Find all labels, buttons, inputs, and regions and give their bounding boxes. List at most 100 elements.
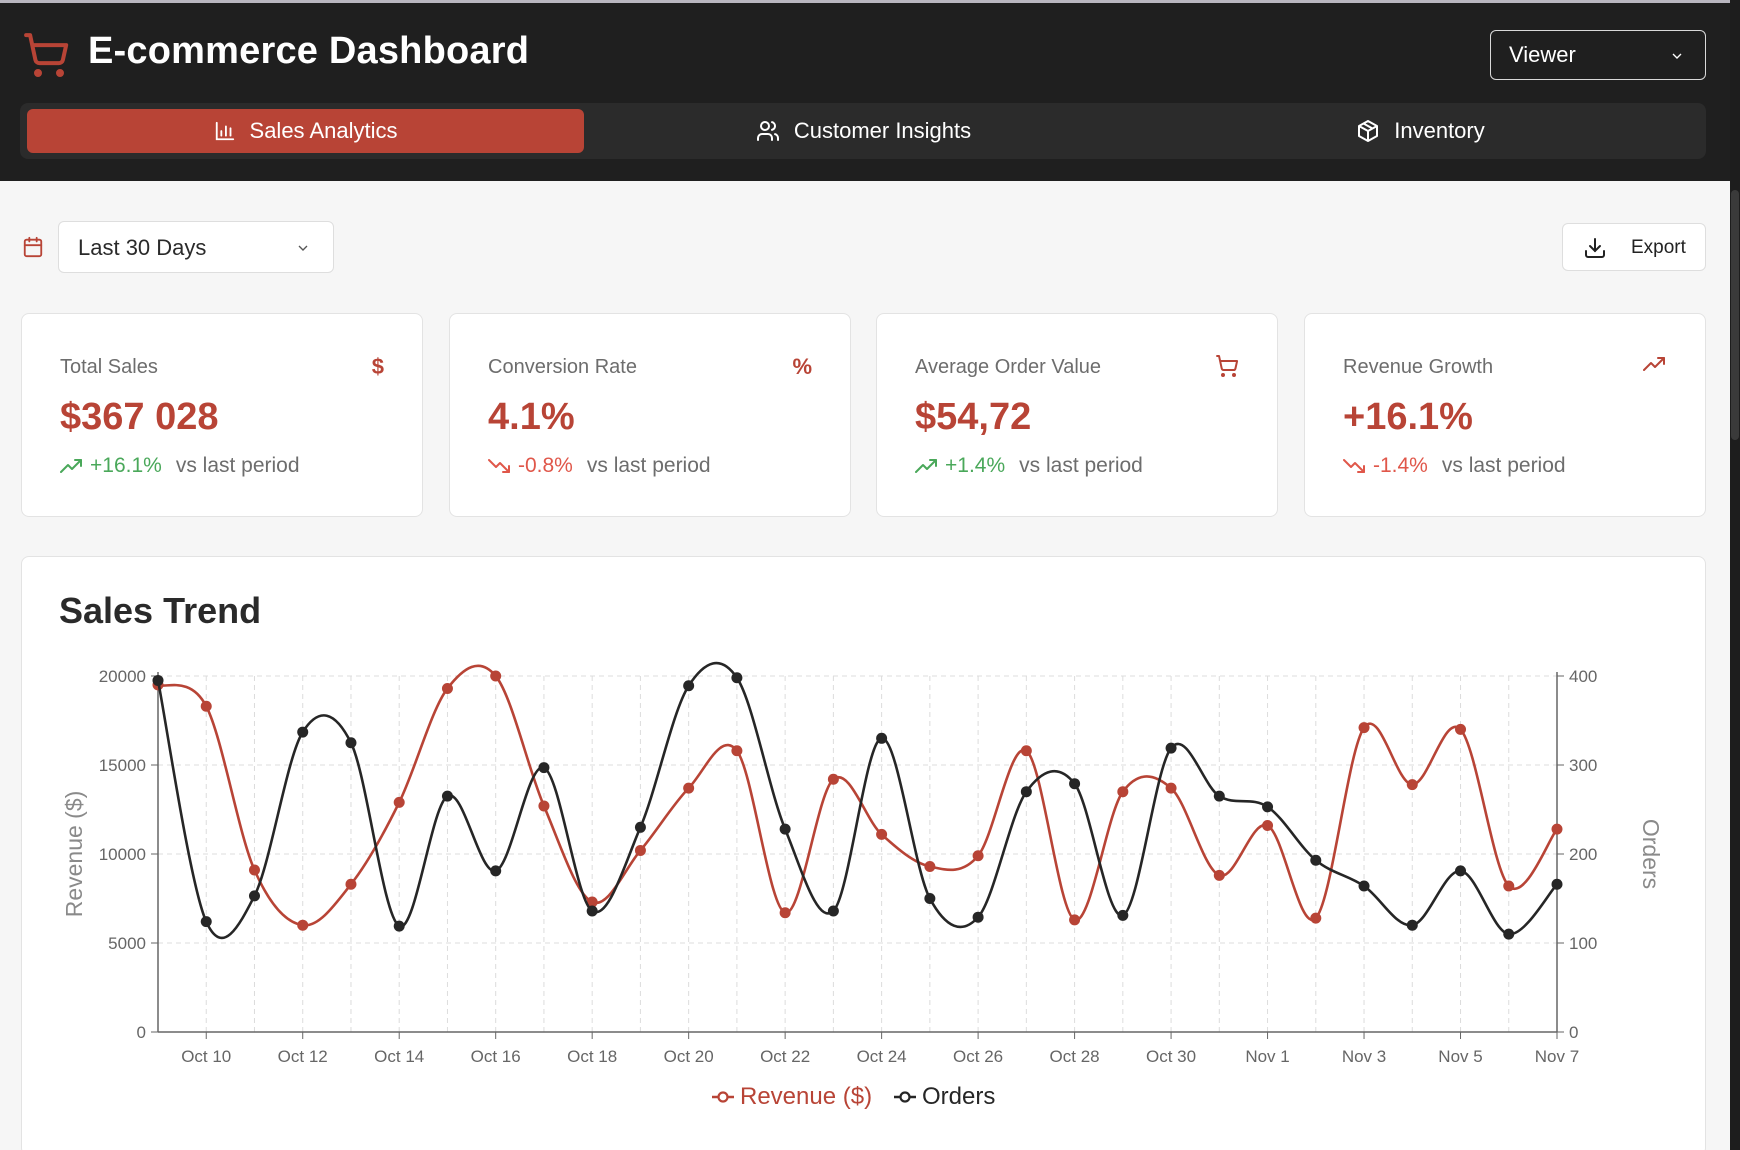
scrollbar-thumb[interactable] <box>1731 190 1739 440</box>
role-select[interactable]: Viewer <box>1490 30 1706 80</box>
kpi-delta: -0.8% vs last period <box>488 454 711 478</box>
y-tick-label-left: 0 <box>137 1023 146 1042</box>
data-point-orders <box>1069 778 1081 790</box>
users-icon <box>756 121 779 141</box>
data-point-revenue <box>538 800 550 812</box>
y-tick-label-right: 400 <box>1569 667 1597 686</box>
y-tick-label-right: 200 <box>1569 845 1597 864</box>
x-tick-label: Oct 26 <box>953 1047 1003 1066</box>
data-point-revenue <box>924 860 936 872</box>
tab-customer-insights[interactable]: Customer Insights <box>585 109 1142 153</box>
date-range-select[interactable]: Last 30 Days <box>58 221 334 273</box>
kpi-value: $54,72 <box>915 396 1032 438</box>
data-point-revenue <box>634 844 646 856</box>
data-point-orders <box>1455 865 1467 877</box>
data-point-orders <box>538 762 550 774</box>
x-tick-label: Oct 18 <box>567 1047 617 1066</box>
trending-up-icon <box>60 459 82 473</box>
data-point-orders <box>1551 878 1563 890</box>
data-point-revenue <box>1213 869 1225 881</box>
data-point-orders <box>876 732 888 744</box>
chart-title: Sales Trend <box>59 590 262 631</box>
package-icon <box>1358 120 1379 142</box>
data-point-orders <box>1117 909 1129 921</box>
data-point-orders <box>586 905 598 917</box>
kpi-value: 4.1% <box>488 396 575 438</box>
data-point-orders <box>1503 928 1515 940</box>
data-point-revenue <box>1165 782 1177 794</box>
export-button[interactable]: Export <box>1562 223 1706 271</box>
x-tick-label: Oct 14 <box>374 1047 424 1066</box>
y-axis-title-left: Revenue ($) <box>61 791 87 918</box>
y-tick-label-right: 0 <box>1569 1023 1578 1042</box>
role-select-value: Viewer <box>1509 42 1576 67</box>
data-point-revenue <box>1551 823 1563 835</box>
data-point-revenue <box>200 700 212 712</box>
data-point-revenue <box>1455 723 1467 735</box>
x-tick-label: Oct 22 <box>760 1047 810 1066</box>
kpi-delta-value: +16.1% <box>90 454 162 477</box>
kpi-delta: -1.4% vs last period <box>1343 454 1566 478</box>
cart-icon <box>1216 355 1239 377</box>
data-point-orders <box>345 737 357 749</box>
x-tick-label: Oct 12 <box>278 1047 328 1066</box>
kpi-card-average-order-value: Average Order Value $54,72 +1.4% vs last… <box>876 313 1278 517</box>
data-point-revenue <box>1020 745 1032 757</box>
data-point-orders <box>152 674 164 686</box>
scrollbar[interactable] <box>1730 0 1740 1150</box>
data-point-orders <box>1358 880 1370 892</box>
trending-up-icon <box>1643 357 1665 371</box>
calendar-icon <box>23 236 43 258</box>
data-point-orders <box>1213 790 1225 802</box>
legend-marker-revenue <box>717 1091 729 1103</box>
data-point-orders <box>1020 786 1032 798</box>
y-tick-label-left: 20000 <box>99 667 146 686</box>
kpi-compare: vs last period <box>1441 454 1566 477</box>
data-point-revenue <box>1310 912 1322 924</box>
data-point-orders <box>441 790 453 802</box>
x-tick-label: Oct 28 <box>1050 1047 1100 1066</box>
x-tick-label: Nov 5 <box>1438 1047 1482 1066</box>
data-point-orders <box>972 911 984 923</box>
data-point-orders <box>731 672 743 684</box>
tab-label: Customer Insights <box>793 118 972 143</box>
x-tick-label: Oct 24 <box>857 1047 907 1066</box>
data-point-revenue <box>297 919 309 931</box>
legend-marker-orders <box>899 1091 911 1103</box>
y-tick-label-right: 300 <box>1569 756 1597 775</box>
date-range-value: Last 30 Days <box>78 235 207 260</box>
data-point-revenue <box>586 896 598 908</box>
kpi-delta: +16.1% vs last period <box>60 454 300 478</box>
x-tick-label: Oct 30 <box>1146 1047 1196 1066</box>
data-point-revenue <box>827 773 839 785</box>
data-point-revenue <box>972 850 984 862</box>
chevron-down-icon <box>1672 53 1682 59</box>
y-tick-label-left: 5000 <box>108 934 146 953</box>
kpi-label: Conversion Rate <box>488 356 637 378</box>
data-point-revenue <box>1069 914 1081 926</box>
data-point-orders <box>1310 854 1322 866</box>
kpi-delta: +1.4% vs last period <box>915 454 1143 478</box>
data-point-revenue <box>731 745 743 757</box>
series-line-revenue <box>157 664 1559 927</box>
data-point-orders <box>297 726 309 738</box>
kpi-card-revenue-growth: Revenue Growth +16.1% -1.4% vs last peri… <box>1304 313 1706 517</box>
x-tick-label: Oct 16 <box>471 1047 521 1066</box>
percent-icon: % <box>792 354 812 379</box>
tab-sales-analytics[interactable]: Sales Analytics <box>27 109 584 153</box>
x-tick-label: Oct 10 <box>181 1047 231 1066</box>
data-point-orders <box>1165 742 1177 754</box>
x-tick-label: Nov 1 <box>1245 1047 1289 1066</box>
data-point-orders <box>1406 919 1418 931</box>
dollar-icon: $ <box>371 354 384 379</box>
kpi-delta-value: +1.4% <box>945 454 1006 477</box>
download-icon <box>1585 238 1605 258</box>
kpi-card-total-sales: Total Sales $ $367 028 +16.1% vs last pe… <box>21 313 423 517</box>
data-point-revenue <box>1503 880 1515 892</box>
trending-down-icon <box>1343 459 1365 473</box>
tab-inventory[interactable]: Inventory <box>1142 109 1699 153</box>
bar-chart-icon <box>215 121 234 141</box>
sales-trend-card <box>21 556 1706 1150</box>
